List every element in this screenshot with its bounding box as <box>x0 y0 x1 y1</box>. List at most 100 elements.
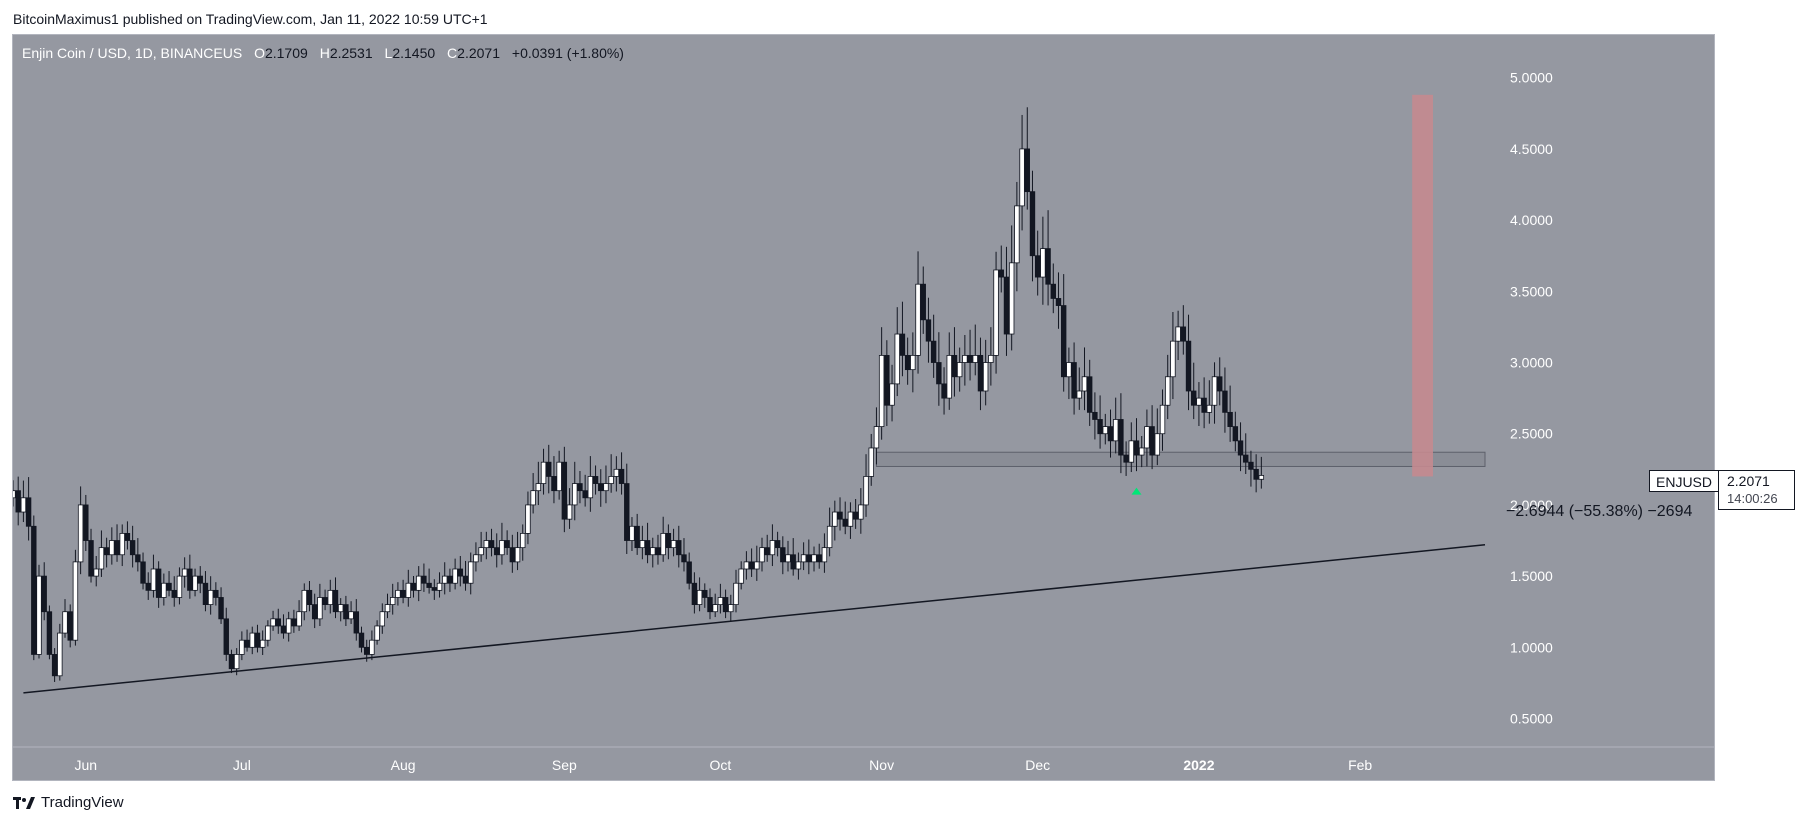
candle[interactable] <box>462 560 469 591</box>
candle[interactable] <box>821 533 828 573</box>
candle[interactable] <box>1123 441 1129 476</box>
candle[interactable] <box>520 524 526 561</box>
candle[interactable] <box>244 629 250 652</box>
candle[interactable] <box>556 450 562 500</box>
candle[interactable] <box>540 448 547 495</box>
candle[interactable] <box>457 555 464 587</box>
candle[interactable] <box>769 524 776 567</box>
candle[interactable] <box>436 572 443 598</box>
chart-frame[interactable]: 0.5000 1.0000 1.5000 2.0000 2.5000 3.0000 3.50… <box>12 34 1715 781</box>
candle[interactable] <box>150 554 157 598</box>
candle[interactable] <box>72 549 79 646</box>
candle[interactable] <box>426 568 432 594</box>
candle[interactable] <box>728 594 734 622</box>
candle[interactable] <box>1149 405 1155 470</box>
candle[interactable] <box>1159 389 1166 451</box>
candle[interactable] <box>343 595 349 627</box>
candle[interactable] <box>639 525 646 560</box>
candle[interactable] <box>691 572 698 614</box>
candle[interactable] <box>1253 454 1259 493</box>
candle[interactable] <box>665 524 672 560</box>
candle[interactable] <box>863 454 869 517</box>
candle[interactable] <box>546 444 552 494</box>
candle[interactable] <box>816 543 822 569</box>
candle[interactable] <box>1045 210 1051 306</box>
candle[interactable] <box>1170 312 1176 400</box>
candle[interactable] <box>800 542 807 571</box>
candle[interactable] <box>837 497 843 531</box>
candle[interactable] <box>374 620 380 645</box>
candle[interactable] <box>1102 413 1108 445</box>
candle[interactable] <box>67 604 73 648</box>
candle[interactable] <box>62 599 68 638</box>
candle[interactable] <box>51 648 58 682</box>
candle[interactable] <box>296 600 302 631</box>
candle[interactable] <box>301 583 307 621</box>
candle[interactable] <box>363 639 370 662</box>
candle[interactable] <box>311 593 318 629</box>
candle[interactable] <box>358 626 365 653</box>
candle[interactable] <box>176 567 183 605</box>
candle[interactable] <box>1154 408 1161 466</box>
candle[interactable] <box>774 531 781 557</box>
candle[interactable] <box>41 562 47 621</box>
candle[interactable] <box>811 546 817 572</box>
candle[interactable] <box>202 571 209 612</box>
green-arrow-marker[interactable] <box>1131 487 1142 495</box>
candle[interactable] <box>686 552 692 590</box>
candle[interactable] <box>88 528 94 583</box>
candle[interactable] <box>582 474 588 507</box>
candle[interactable] <box>322 589 328 611</box>
candle[interactable] <box>930 314 937 378</box>
candle[interactable] <box>1211 362 1218 424</box>
candle[interactable] <box>722 589 729 619</box>
candle[interactable] <box>566 488 573 529</box>
candle[interactable] <box>868 433 874 486</box>
candle[interactable] <box>915 251 921 374</box>
candle[interactable] <box>36 564 42 659</box>
candle[interactable] <box>1014 181 1020 292</box>
candle[interactable] <box>124 521 131 550</box>
candle[interactable] <box>384 593 391 619</box>
candle[interactable] <box>904 337 911 385</box>
candle[interactable] <box>1003 246 1010 356</box>
candle[interactable] <box>1076 367 1082 410</box>
candle[interactable] <box>181 557 188 588</box>
candle[interactable] <box>442 562 448 595</box>
candle[interactable] <box>832 500 838 541</box>
candle[interactable] <box>1008 225 1015 351</box>
candle[interactable] <box>421 563 427 592</box>
candle[interactable] <box>161 573 167 606</box>
candle[interactable] <box>925 297 932 363</box>
candle[interactable] <box>676 525 682 568</box>
candle[interactable] <box>1201 377 1207 429</box>
candle[interactable] <box>577 471 583 504</box>
candle[interactable] <box>988 327 994 386</box>
candle[interactable] <box>452 558 458 590</box>
candle[interactable] <box>488 528 495 557</box>
candle[interactable] <box>696 577 703 612</box>
candle[interactable] <box>1019 114 1025 231</box>
candle[interactable] <box>1232 411 1239 452</box>
candle[interactable] <box>712 593 718 618</box>
candle[interactable] <box>1040 216 1046 305</box>
currency-badge[interactable]: USD <box>1741 42 1775 62</box>
candle[interactable] <box>551 456 557 504</box>
candle[interactable] <box>327 579 333 614</box>
candle[interactable] <box>764 534 770 562</box>
candle[interactable] <box>228 649 235 674</box>
candle[interactable] <box>337 598 344 622</box>
candle[interactable] <box>77 486 84 575</box>
candle[interactable] <box>785 540 791 572</box>
candle[interactable] <box>670 528 677 557</box>
candle[interactable] <box>847 502 854 539</box>
symbol-title[interactable]: Enjin Coin / USD, 1D, BINANCEUS <box>22 45 243 61</box>
candle[interactable] <box>140 552 146 590</box>
candle[interactable] <box>707 588 713 620</box>
candle[interactable] <box>977 337 984 411</box>
candle[interactable] <box>1139 435 1145 468</box>
candle[interactable] <box>759 537 765 572</box>
candle[interactable] <box>31 515 37 661</box>
candle[interactable] <box>1050 263 1056 314</box>
target-box[interactable] <box>1412 94 1433 477</box>
